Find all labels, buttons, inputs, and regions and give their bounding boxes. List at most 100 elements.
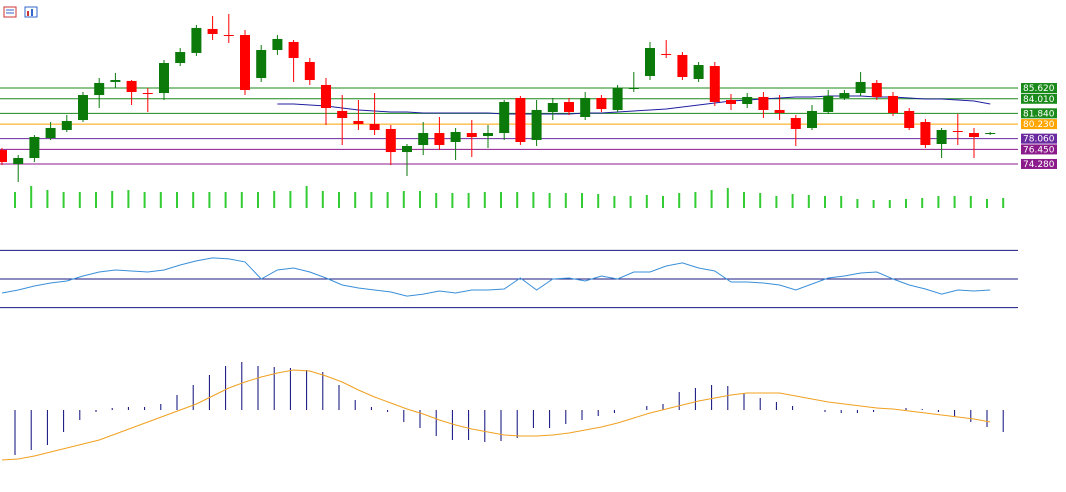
volume-bar [824,196,826,208]
level-label-box [1021,158,1057,169]
candle-body [175,52,186,64]
candle-body [61,121,72,130]
candle-body [628,87,639,89]
candle-body [904,110,915,128]
volume-bar [224,192,227,208]
volume-bar [597,194,600,208]
indicator-line [1,257,991,297]
volume-bar [370,192,373,208]
candle-body [385,128,396,153]
volume-bar [937,196,940,208]
level-label: 78.060 [1023,135,1055,145]
volume-bar [95,192,97,208]
volume-bar [435,193,438,208]
volume-bar [969,196,972,208]
candle-body [159,63,169,94]
candle-body [580,97,591,118]
volume-bar [240,192,243,208]
candle-body [709,66,720,102]
candle-body [483,133,493,137]
level-label-box [1021,133,1057,144]
candle-body [969,133,979,138]
volume-bar [289,191,292,208]
volume-bar [62,192,65,208]
candle-body [693,65,704,80]
candle-body [450,132,461,142]
candle-body [742,96,753,105]
volume-bar [273,191,276,208]
volume-bar [629,196,632,208]
icon-list[interactable] [3,6,17,18]
candle-body [839,93,850,98]
volume-bar [662,196,664,208]
candle-body [985,133,996,135]
candle-body [677,54,688,78]
level-label: 74.280 [1023,160,1055,170]
candle-body [661,53,672,55]
candle-body [823,95,834,112]
volume-bar [807,195,810,208]
candle-body [888,95,898,113]
candle-body [807,110,817,128]
icon-bar [27,11,29,16]
level-label: 85.620 [1023,84,1055,94]
volume-bar [111,191,114,208]
volume-bar [678,193,681,208]
level-label-box [1021,144,1057,155]
volume-bar [338,192,340,208]
candle-body [337,110,348,119]
volume-bar [986,199,988,208]
volume-bar [694,192,697,208]
level-label: 80.230 [1023,120,1055,130]
candle-body [191,27,202,53]
volume-bar [192,192,195,208]
toolbar-icons[interactable] [3,6,38,18]
volume-bar [759,193,762,208]
moving-average [277,95,991,115]
candle-body [142,93,153,95]
icon-bar [31,9,33,16]
volume-bar [305,186,308,208]
volume-bar [872,200,875,208]
candle-body [321,84,331,109]
volume-bar [645,195,648,208]
candle-body [256,50,267,79]
volume-bar [451,193,454,208]
candle-body [78,95,88,121]
volume-bar [483,192,486,208]
volume-bar [257,192,259,208]
candle-body [645,47,655,76]
candle-body [774,109,785,113]
candle-body [223,34,234,37]
volume-bar [500,192,502,208]
volume-bar [726,188,729,208]
volume-bar [710,190,713,208]
level-label: 81.840 [1023,109,1055,119]
candle-body [402,146,412,153]
candle-body [871,82,882,97]
level-label-box [1021,93,1057,104]
volume-bar [321,191,324,208]
volume-bar [791,194,794,208]
volume-bar [548,193,551,208]
volume-bar [775,196,778,208]
volume-bar [402,191,405,208]
candle-body [466,133,477,138]
level-label-box [1021,119,1057,130]
volume-bar [46,190,49,208]
candle-body [418,133,429,146]
volume-bar [516,192,519,208]
level-label-box [1021,108,1057,119]
candle-body [110,80,121,82]
volume-bar [613,196,616,208]
volume-bar [78,192,81,208]
volume-bar [888,200,891,208]
volume-bar [159,192,162,208]
volume-bar [564,193,567,208]
volume-bar [14,192,16,208]
level-label: 84.010 [1023,95,1055,105]
candle-body [45,127,56,139]
candle-body [240,34,250,91]
volume-bar [127,190,130,208]
